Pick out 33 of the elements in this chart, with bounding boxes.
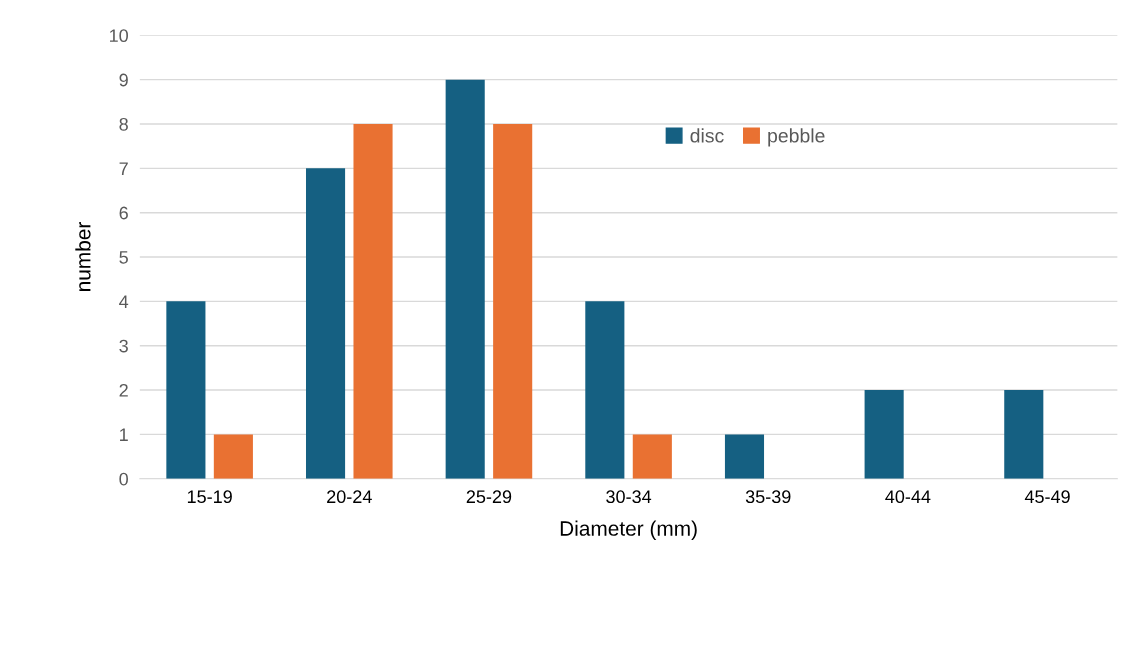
bar <box>213 434 253 479</box>
x-tick-label: 35-39 <box>745 490 791 504</box>
x-tick-label: 40-44 <box>885 490 931 504</box>
y-tick-label: 7 <box>119 162 128 175</box>
bar <box>166 301 206 479</box>
x-axis-title: Diameter (mm) <box>560 520 697 540</box>
y-tick-label: 9 <box>119 73 128 87</box>
bar <box>724 434 765 479</box>
x-tick-label: 30-34 <box>606 490 652 504</box>
y-tick-label: 6 <box>119 206 128 220</box>
x-tick-label: 25-29 <box>466 490 512 504</box>
y-tick-label: 10 <box>110 29 128 43</box>
bar <box>1004 390 1044 479</box>
y-axis-title: number <box>75 222 91 291</box>
legend-label: disc <box>690 128 724 143</box>
y-tick-label: 8 <box>119 117 128 131</box>
bar <box>493 124 533 479</box>
x-tick-label: 45-49 <box>1024 490 1070 504</box>
y-tick-label: 1 <box>120 428 128 441</box>
x-tick-label: 20-24 <box>327 490 372 504</box>
y-tick-label: 0 <box>119 472 128 486</box>
bar <box>305 168 346 479</box>
y-tick-label: 3 <box>119 339 128 353</box>
bar <box>353 124 393 479</box>
bar <box>585 301 625 479</box>
y-tick-label: 2 <box>119 383 128 397</box>
y-tick-label: 5 <box>119 251 128 264</box>
bar <box>864 390 904 479</box>
legend-label: pebble <box>768 128 825 147</box>
y-tick-label: 4 <box>119 295 129 308</box>
x-tick-label: 15-19 <box>187 490 232 504</box>
bar <box>445 79 485 479</box>
bar <box>632 434 672 479</box>
